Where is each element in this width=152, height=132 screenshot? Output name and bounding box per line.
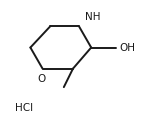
Text: OH: OH [119,43,135,53]
Text: NH: NH [85,12,101,22]
Text: HCl: HCl [15,103,33,113]
Text: O: O [37,74,45,84]
